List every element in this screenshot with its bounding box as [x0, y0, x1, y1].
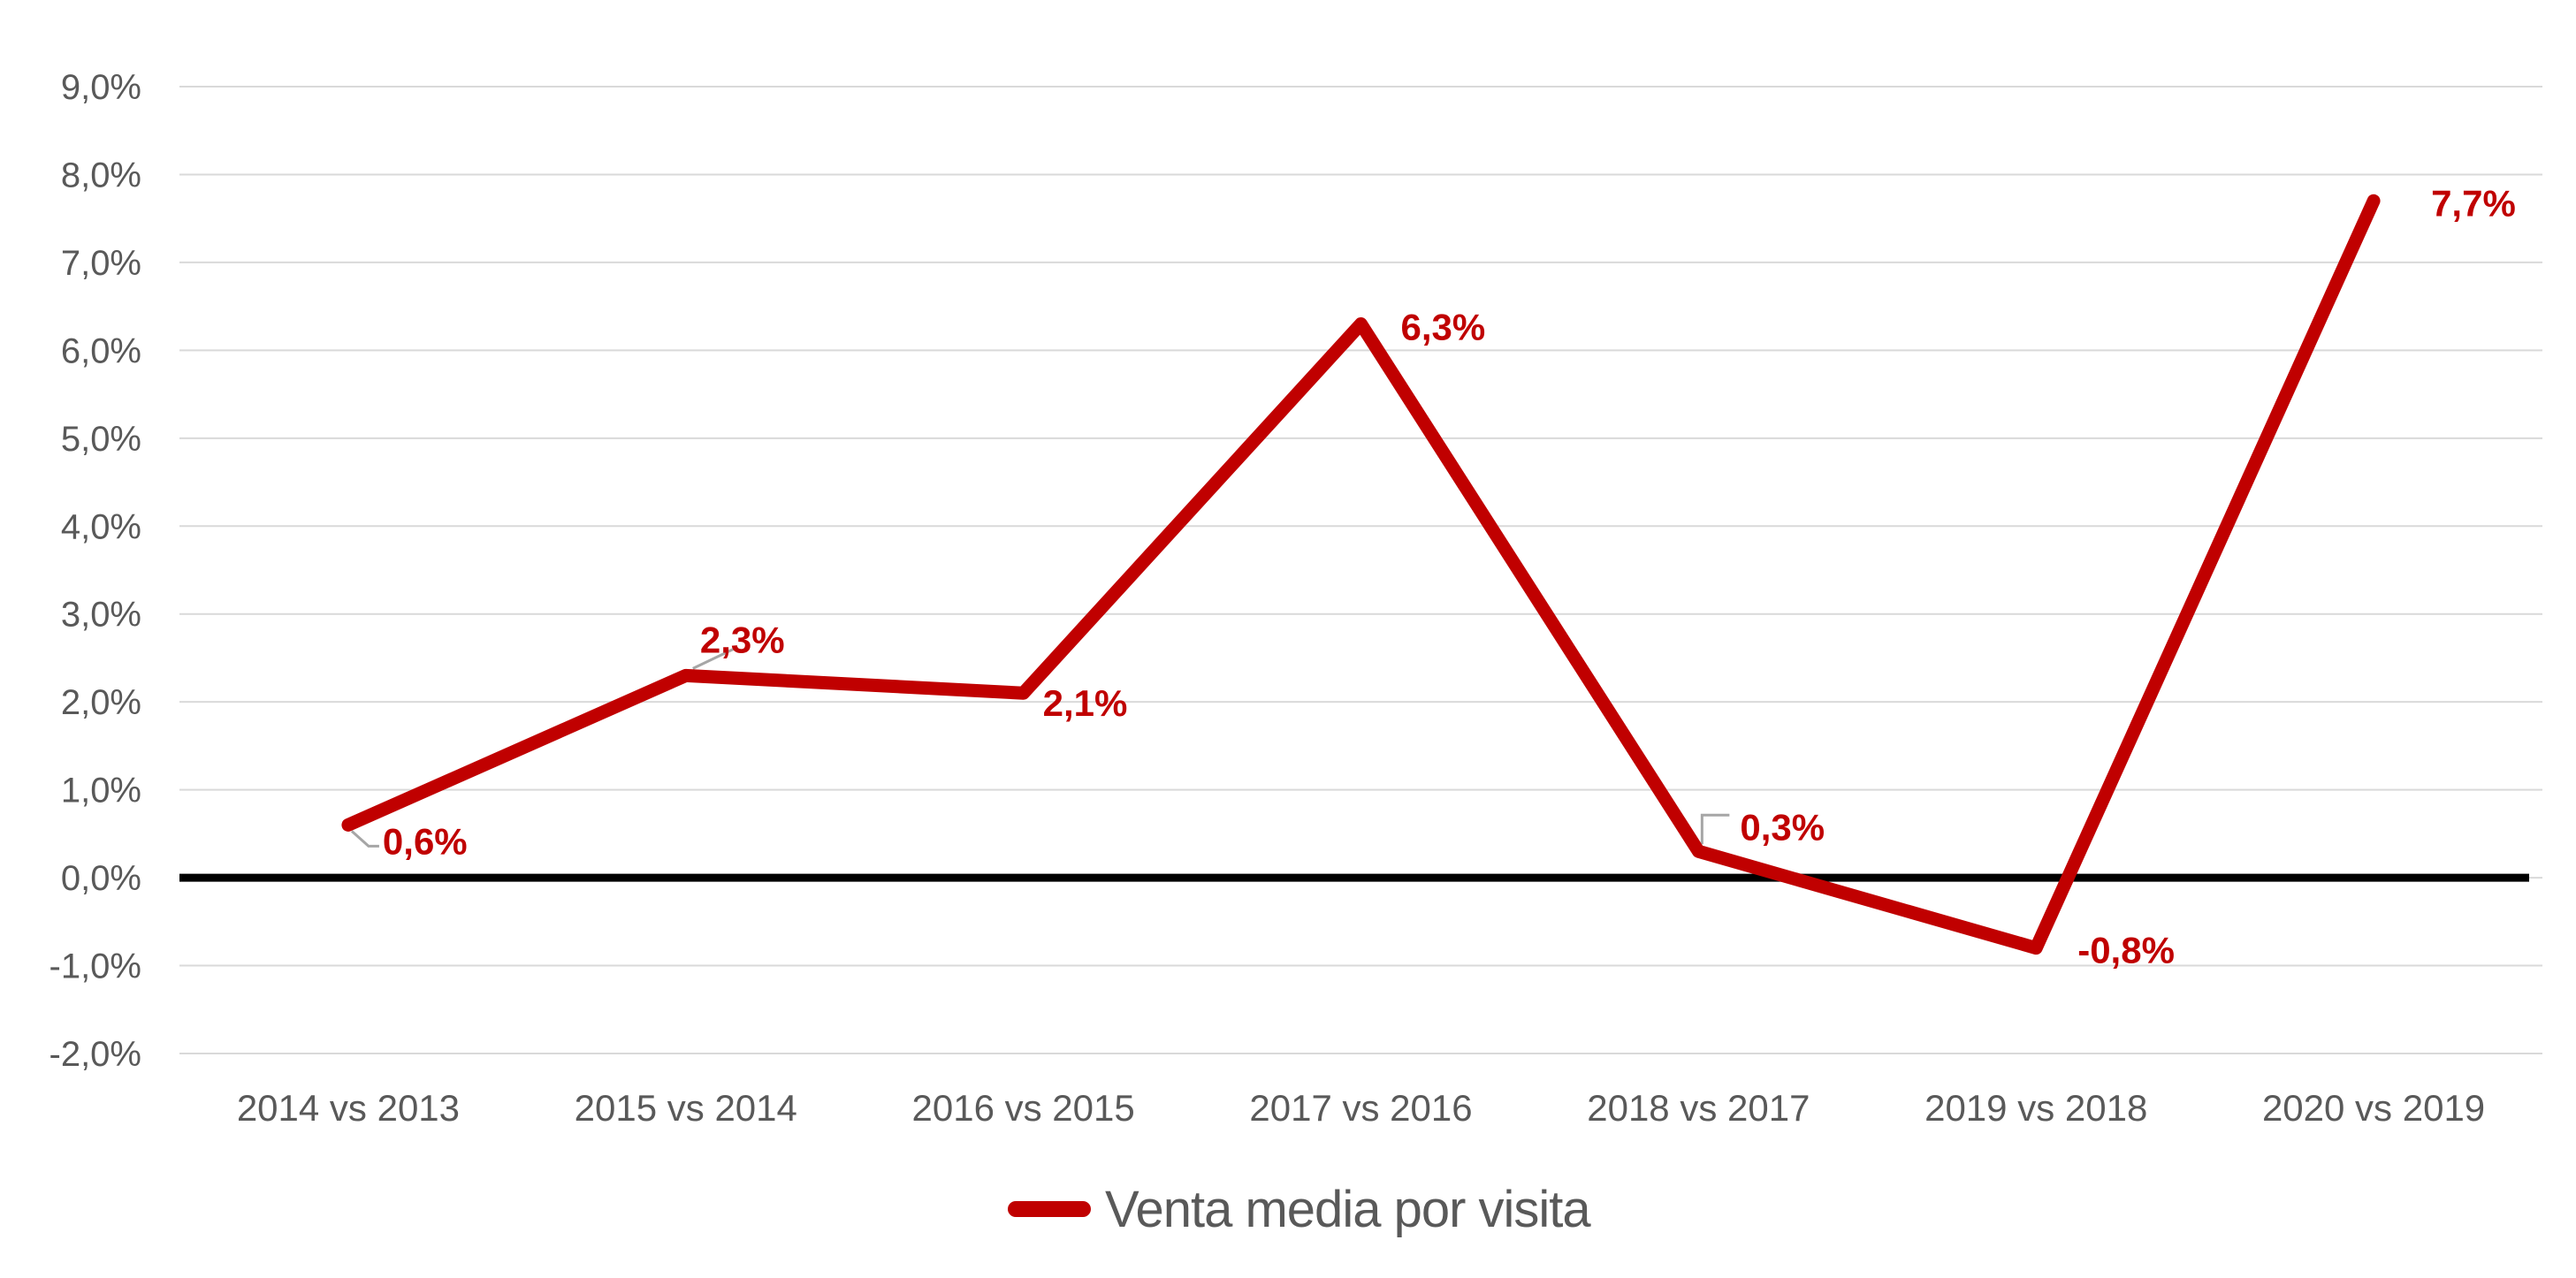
data-point-label: 2,1% — [1043, 682, 1128, 724]
data-point-label: 0,6% — [383, 820, 468, 862]
data-point-label: -0,8% — [2077, 930, 2175, 971]
y-axis-tick-label: 4,0% — [61, 507, 141, 546]
legend-line-swatch — [1008, 1201, 1091, 1217]
x-axis-category-label: 2019 vs 2018 — [1924, 1087, 2147, 1129]
y-axis-tick-label: -1,0% — [50, 947, 142, 986]
data-label-leader-line — [350, 830, 379, 848]
y-axis-tick-label: -2,0% — [50, 1035, 142, 1074]
data-label-leader-line — [692, 647, 735, 670]
legend-label: Venta media por visita — [1105, 1180, 1591, 1238]
x-axis-category-label: 2020 vs 2019 — [2262, 1087, 2485, 1129]
y-axis-tick-label: 9,0% — [61, 68, 141, 107]
x-axis-category-label: 2016 vs 2015 — [912, 1087, 1135, 1129]
x-axis-category-label: 2018 vs 2017 — [1587, 1087, 1810, 1129]
y-axis-tick-label: 0,0% — [61, 859, 141, 898]
data-label-leader-line — [1700, 813, 1730, 845]
data-point-label: 6,3% — [1401, 307, 1486, 348]
y-axis-tick-label: 2,0% — [61, 683, 141, 722]
data-point-label: 7,7% — [2431, 182, 2516, 224]
y-axis-tick-label: 3,0% — [61, 596, 141, 635]
y-axis-tick-label: 5,0% — [61, 420, 141, 459]
y-axis-tick-label: 8,0% — [61, 156, 141, 194]
series-line-venta-media-por-visita — [341, 194, 2381, 955]
data-point-label: 2,3% — [700, 619, 785, 660]
data-point-label: 0,3% — [1740, 806, 1825, 848]
legend: Venta media por visita — [1008, 1175, 1591, 1243]
y-axis-tick-label: 7,0% — [61, 244, 141, 283]
y-axis-tick-label: 1,0% — [61, 772, 141, 810]
y-axis-tick-label: 6,0% — [61, 331, 141, 370]
x-axis-category-label: 2015 vs 2014 — [575, 1087, 797, 1129]
x-axis-category-label: 2017 vs 2016 — [1249, 1087, 1472, 1129]
x-axis-category-label: 2014 vs 2013 — [237, 1087, 460, 1129]
